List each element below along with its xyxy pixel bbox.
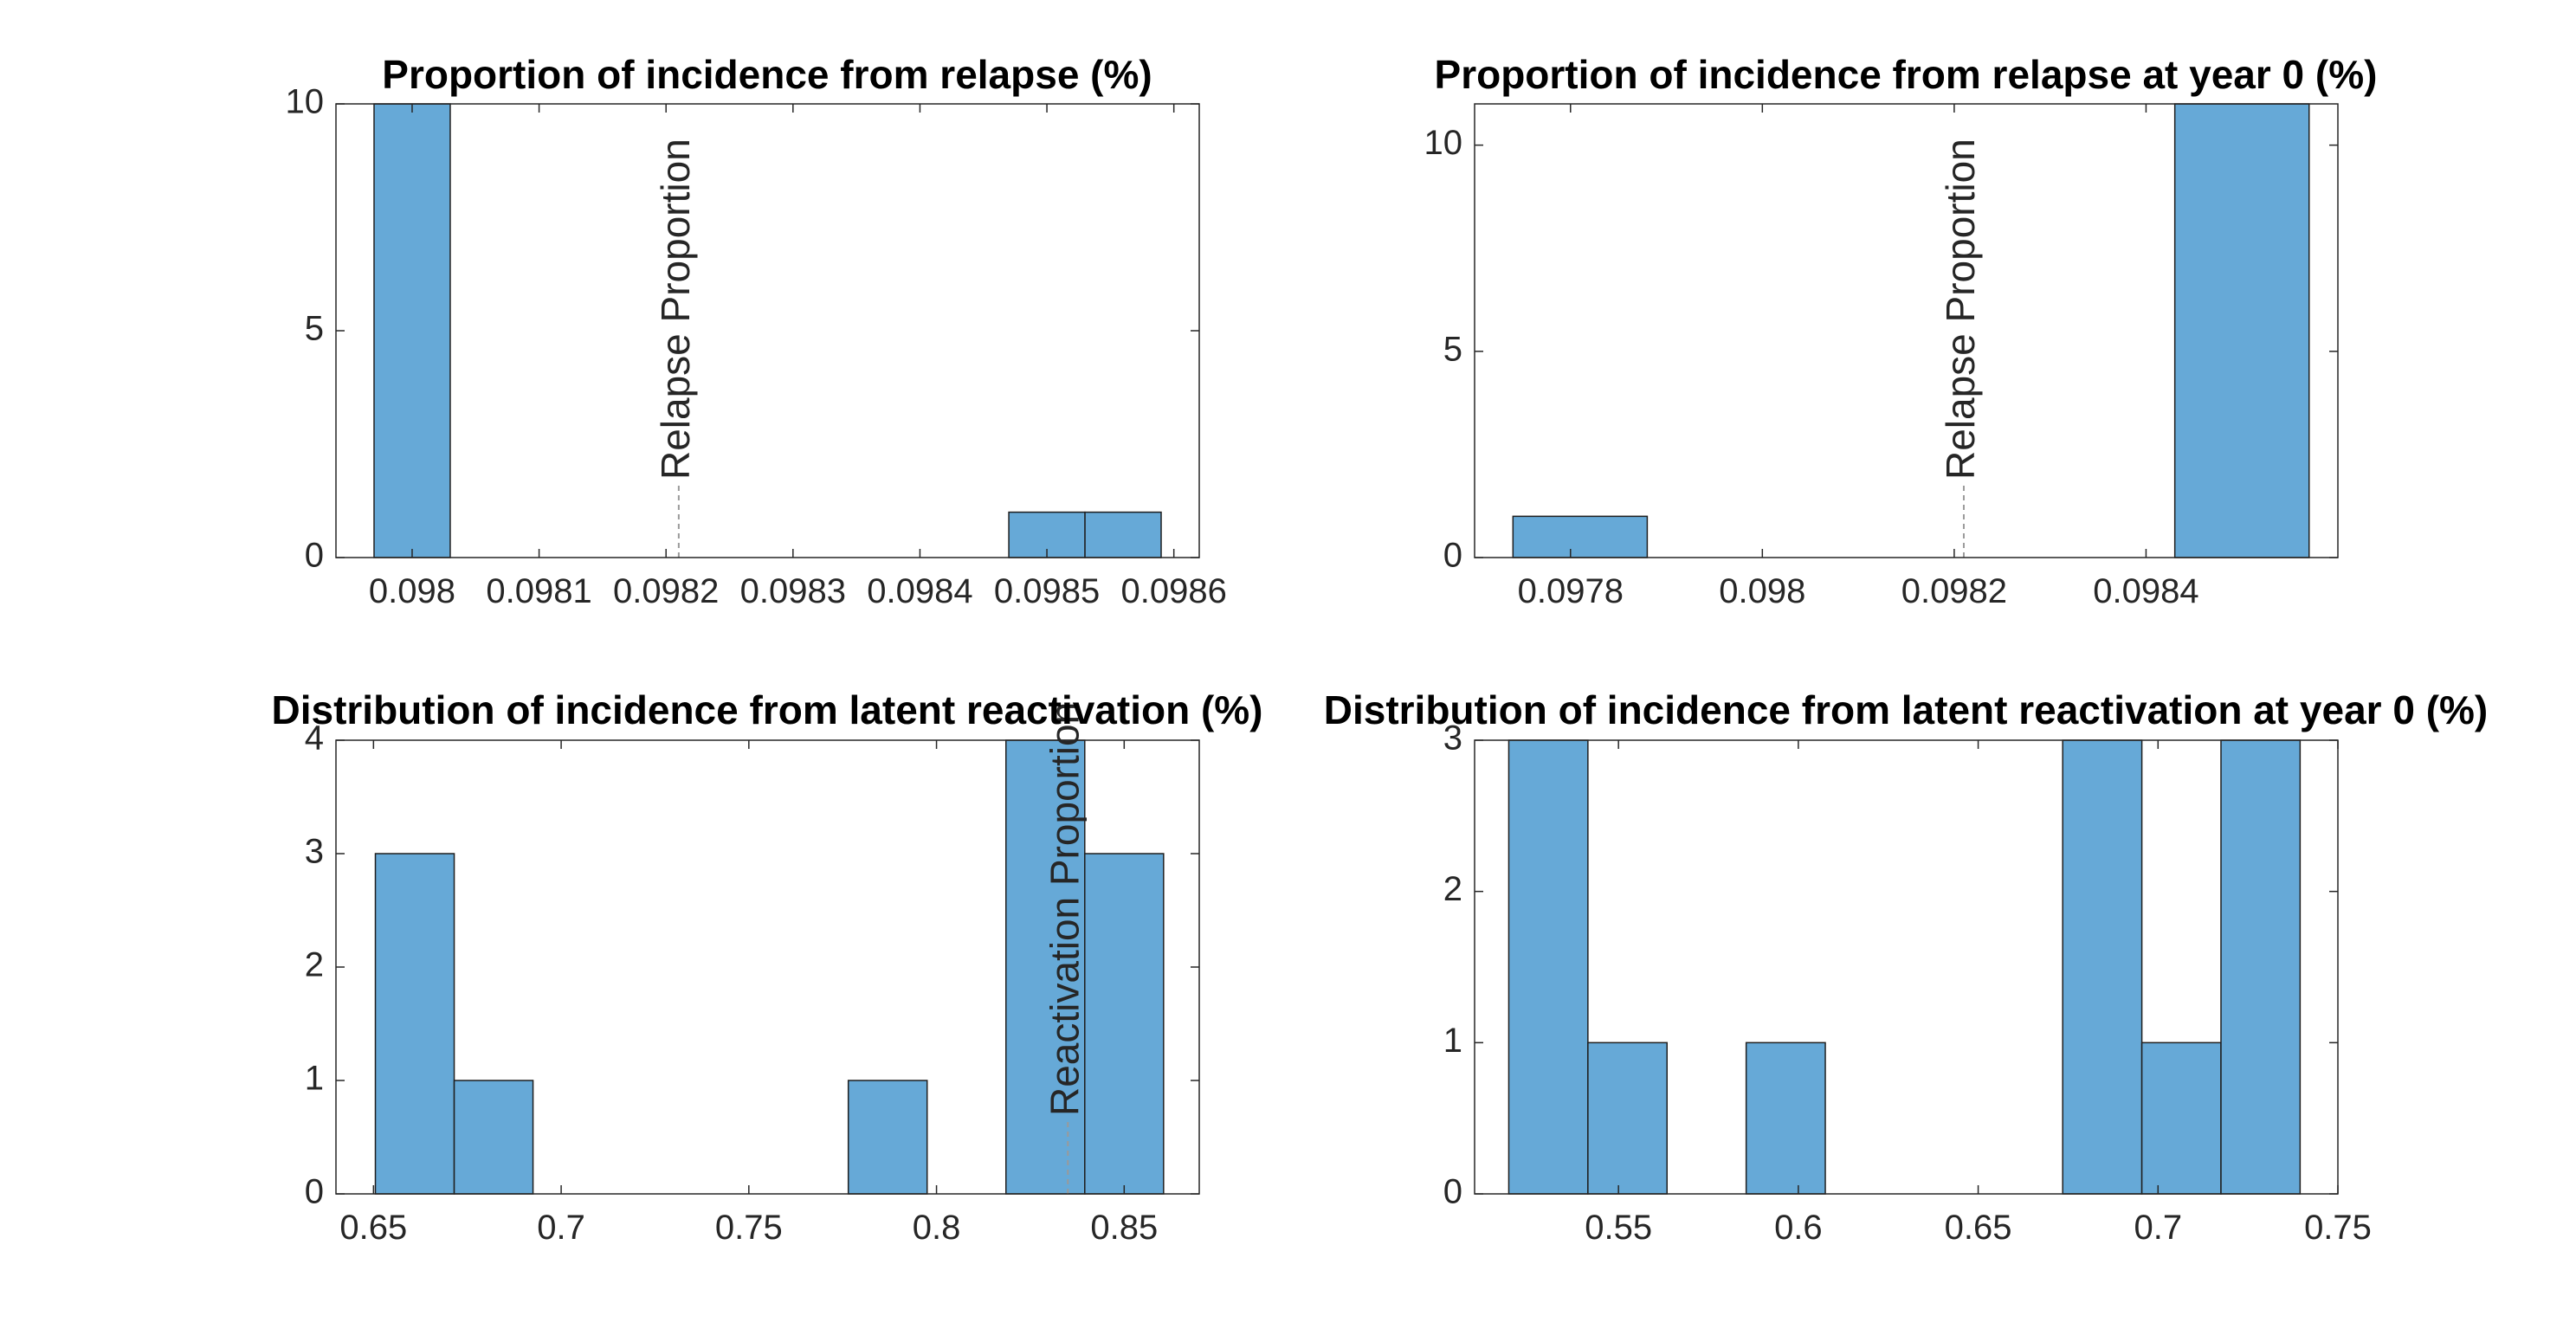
histogram-bar bbox=[453, 1080, 534, 1195]
x-tick-label: 0.85 bbox=[1090, 1209, 1158, 1247]
reference-line-label: Relapse Proportion bbox=[1938, 139, 1983, 480]
y-tick-label: 5 bbox=[1443, 330, 1462, 368]
histogram-bar bbox=[1084, 853, 1165, 1195]
x-tick-label: 0.0981 bbox=[486, 572, 591, 610]
chart-title: Distribution of incidence from latent re… bbox=[1324, 687, 2489, 732]
x-tick-label: 0.55 bbox=[1585, 1209, 1652, 1247]
y-tick-label: 5 bbox=[305, 310, 324, 348]
histogram-bar bbox=[2062, 739, 2143, 1195]
histogram-bar bbox=[1512, 515, 1649, 558]
histogram-bar bbox=[1508, 739, 1589, 1195]
chart-title: Distribution of incidence from latent re… bbox=[271, 687, 1262, 732]
y-tick-label: 0 bbox=[305, 1173, 324, 1211]
x-tick-label: 0.75 bbox=[715, 1209, 783, 1247]
axes-box bbox=[1474, 739, 2339, 1195]
y-tick-label: 10 bbox=[286, 83, 325, 121]
y-tick-label: 2 bbox=[1443, 870, 1462, 908]
x-tick-label: 0.0985 bbox=[994, 572, 1100, 610]
histogram-bar bbox=[1745, 1042, 1826, 1195]
x-tick-label: 0.75 bbox=[2304, 1209, 2372, 1247]
x-tick-label: 0.098 bbox=[369, 572, 455, 610]
histogram-bar bbox=[1587, 1042, 1668, 1195]
x-tick-label: 0.6 bbox=[1774, 1209, 1823, 1247]
x-tick-label: 0.0982 bbox=[613, 572, 719, 610]
y-tick-label: 0 bbox=[1443, 537, 1462, 575]
axes-box bbox=[335, 103, 1200, 558]
y-tick-label: 3 bbox=[1443, 719, 1462, 758]
y-tick-label: 10 bbox=[1424, 124, 1463, 162]
subplot-reactivation: Reactivation Proportion 0.65 0.7 0.75 0.8 0.8… bbox=[271, 687, 1262, 1247]
histogram-bar bbox=[2173, 103, 2310, 558]
y-tick-label: 4 bbox=[305, 719, 324, 758]
reference-line-label: Reactivation Proportion bbox=[1042, 702, 1087, 1116]
x-tick-label: 0.0983 bbox=[740, 572, 846, 610]
y-tick-label: 1 bbox=[305, 1060, 324, 1098]
y-tick-label: 0 bbox=[305, 537, 324, 575]
x-tick-label: 0.0982 bbox=[1901, 572, 2007, 610]
x-tick-label: 0.65 bbox=[339, 1209, 407, 1247]
x-tick-label: 0.098 bbox=[1719, 572, 1805, 610]
axes-box bbox=[1474, 103, 2339, 558]
histogram-bar bbox=[2220, 739, 2302, 1195]
x-tick-label: 0.7 bbox=[537, 1209, 585, 1247]
x-tick-label: 0.7 bbox=[2134, 1209, 2182, 1247]
subplot-relapse-year0: Relapse Proportion 0.0978 0.098 0.0982 0.098… bbox=[1424, 52, 2378, 610]
x-tick-label: 0.0986 bbox=[1121, 572, 1227, 610]
histogram-bar bbox=[373, 103, 451, 558]
x-tick-label: 0.0984 bbox=[867, 572, 972, 610]
chart-title: Proportion of incidence from relapse at … bbox=[1435, 52, 2378, 97]
x-tick-label: 0.0984 bbox=[2093, 572, 2198, 610]
y-tick-label: 0 bbox=[1443, 1173, 1462, 1211]
x-tick-label: 0.0978 bbox=[1518, 572, 1624, 610]
y-tick-label: 1 bbox=[1443, 1022, 1462, 1060]
y-tick-label: 2 bbox=[305, 946, 324, 984]
histogram-bar bbox=[2140, 1042, 2222, 1195]
histogram-bar bbox=[374, 853, 455, 1195]
x-tick-label: 0.65 bbox=[1945, 1209, 2012, 1247]
y-tick-label: 3 bbox=[305, 833, 324, 871]
histogram-bar bbox=[1084, 511, 1162, 558]
chart-title: Proportion of incidence from relapse (%) bbox=[382, 52, 1152, 97]
subplot-relapse: Relapse Proportion 0.098 0.0981 0.0982 0.098… bbox=[286, 52, 1227, 610]
x-tick-label: 0.8 bbox=[913, 1209, 961, 1247]
reference-line-label: Relapse Proportion bbox=[653, 139, 698, 480]
histogram-bar bbox=[847, 1080, 928, 1195]
